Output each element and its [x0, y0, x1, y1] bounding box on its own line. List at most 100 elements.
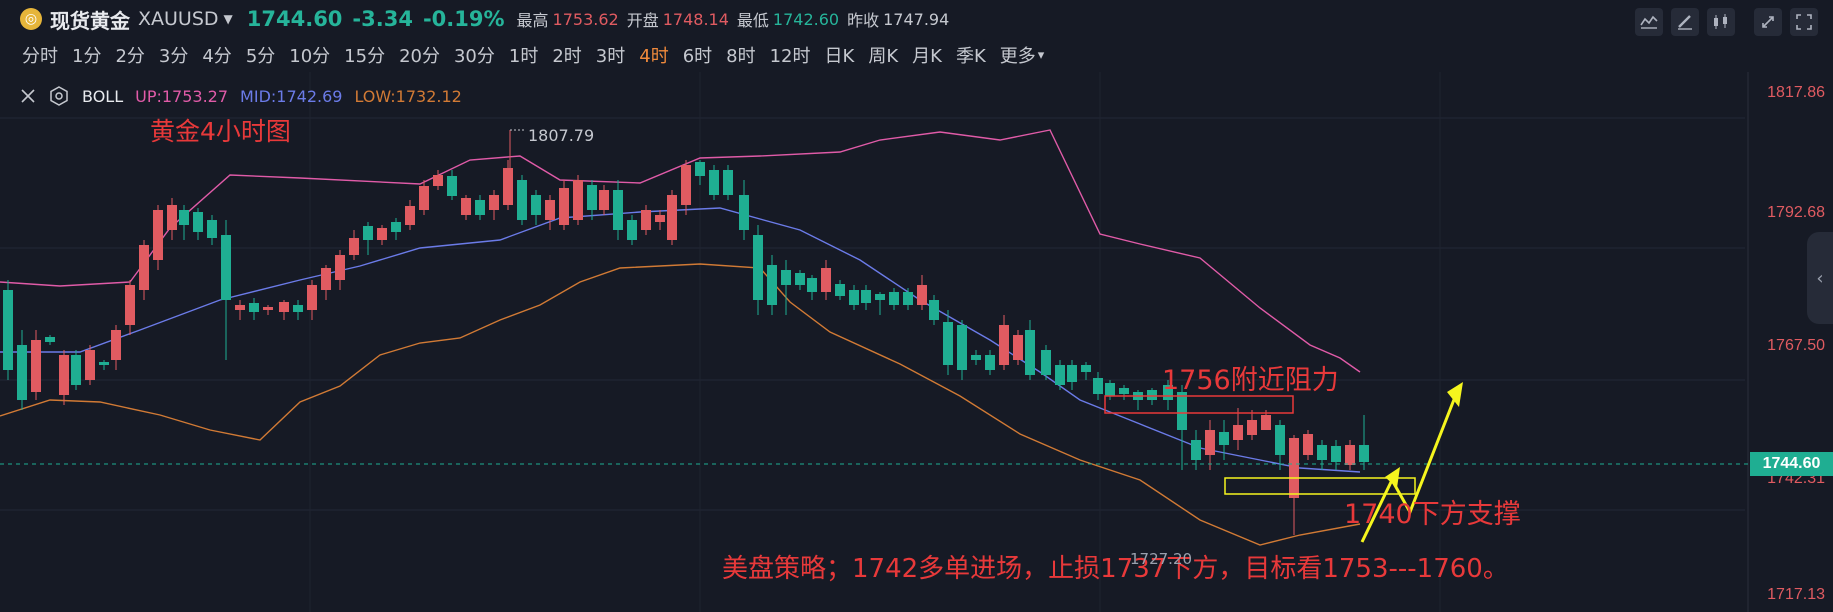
- candle-body: [587, 185, 597, 210]
- candle-body: [739, 195, 749, 230]
- candle-body: [1317, 445, 1327, 460]
- draw-icon[interactable]: [1671, 8, 1699, 36]
- chart-title-annotation: 黄金4小时图: [150, 117, 291, 146]
- candle-body: [433, 175, 443, 186]
- candle-body: [1205, 430, 1215, 455]
- candle-body: [321, 268, 331, 290]
- candle-type-icon[interactable]: [1707, 8, 1735, 36]
- timeframe-20[interactable]: 季K: [955, 46, 986, 67]
- timeframe-10[interactable]: 1时: [508, 46, 539, 67]
- timeframe-1[interactable]: 1分: [72, 46, 102, 67]
- support-box: [1224, 477, 1416, 495]
- high-label: 最高: [516, 11, 549, 30]
- candle-body: [1303, 434, 1313, 455]
- candle-body: [153, 210, 163, 260]
- timeframe-6[interactable]: 10分: [289, 46, 331, 67]
- candle-body: [971, 355, 981, 360]
- y-axis-label: 1817.86: [1767, 84, 1825, 101]
- candle-body: [641, 210, 651, 230]
- candlestick-chart[interactable]: [0, 72, 1833, 612]
- collapse-side-icon[interactable]: ‹: [1807, 232, 1833, 324]
- candle-body: [667, 195, 677, 240]
- candle-body: [1067, 365, 1077, 382]
- candle-body: [999, 325, 1009, 365]
- timeframe-7[interactable]: 15分: [344, 46, 386, 67]
- y-axis-label: 1767.50: [1767, 337, 1825, 354]
- candle-body: [377, 228, 387, 240]
- candle-body: [627, 220, 637, 240]
- timeframe-9[interactable]: 30分: [453, 46, 495, 67]
- resistance-box: [1104, 395, 1294, 414]
- candle-body: [489, 195, 499, 210]
- candle-body: [1055, 365, 1065, 385]
- boll-middle-line: [0, 207, 1361, 473]
- timeframe-8[interactable]: 20分: [399, 46, 440, 67]
- candle-body: [1219, 432, 1229, 445]
- last-price: 1744.60: [246, 7, 343, 31]
- current-price-tag: 1744.60: [1750, 452, 1833, 476]
- chevron-down-icon[interactable]: ▼: [223, 12, 233, 26]
- indicator-icon[interactable]: [1635, 8, 1663, 36]
- timeframe-4[interactable]: 4分: [202, 46, 232, 67]
- timeframe-15[interactable]: 8时: [726, 46, 756, 67]
- timeframe-21[interactable]: 更多: [999, 46, 1036, 67]
- timeframe-2[interactable]: 2分: [115, 46, 145, 67]
- candle-body: [31, 340, 41, 392]
- candle-body: [573, 180, 583, 220]
- candle-body: [475, 200, 485, 215]
- timeframe-19[interactable]: 月K: [912, 46, 942, 67]
- price-change: -3.34: [352, 7, 413, 31]
- y-axis-label: 1717.13: [1767, 586, 1825, 603]
- candle-body: [1261, 415, 1271, 430]
- high-value: 1753.62: [552, 9, 619, 29]
- timeframe-18[interactable]: 周K: [868, 46, 899, 67]
- candle-body: [85, 350, 95, 380]
- prev-close-label: 昨收: [847, 11, 880, 30]
- collapse-icon[interactable]: [1754, 8, 1782, 36]
- settings-hexagon-icon[interactable]: [48, 85, 70, 107]
- timeframe-0[interactable]: 分时: [22, 46, 58, 67]
- boll-upper-line: [0, 129, 1361, 373]
- candle-body: [861, 290, 871, 303]
- candle-body: [835, 284, 845, 296]
- candle-body: [293, 305, 303, 312]
- candle-body: [71, 355, 81, 385]
- candle-body: [545, 200, 555, 220]
- timeframe-14[interactable]: 6时: [682, 46, 713, 67]
- candle-body: [957, 325, 967, 370]
- chart-area[interactable]: [0, 72, 1833, 612]
- candle-body: [179, 210, 189, 225]
- candle-body: [1147, 390, 1157, 400]
- candle-body: [1359, 445, 1369, 462]
- timeframe-13[interactable]: 4时: [639, 46, 669, 67]
- timeframe-5[interactable]: 5分: [245, 46, 276, 67]
- candle-body: [363, 226, 373, 240]
- candle-body: [943, 322, 953, 365]
- candle-body: [1163, 385, 1173, 400]
- chevron-down-icon[interactable]: ▾: [1037, 47, 1045, 63]
- candle-body: [1345, 445, 1355, 465]
- candle-body: [59, 355, 69, 395]
- candle-body: [125, 285, 135, 325]
- symbol-name[interactable]: 现货黄金: [50, 8, 130, 33]
- timeframe-11[interactable]: 2时: [552, 46, 582, 67]
- candle-body: [249, 303, 259, 312]
- fullscreen-icon[interactable]: [1790, 8, 1818, 36]
- candle-body: [559, 188, 569, 225]
- candle-body: [917, 285, 927, 305]
- candle-body: [1233, 425, 1243, 440]
- timeframe-3[interactable]: 3分: [158, 46, 189, 67]
- peak-marker: 1807.79: [528, 126, 595, 145]
- symbol-code[interactable]: XAUUSD: [138, 8, 219, 30]
- candle-body: [263, 307, 273, 310]
- timeframe-17[interactable]: 日K: [824, 46, 855, 67]
- candle-body: [503, 168, 513, 205]
- candle-body: [1093, 378, 1103, 394]
- timeframe-16[interactable]: 12时: [769, 46, 811, 67]
- close-icon[interactable]: [20, 88, 36, 104]
- candle-body: [167, 205, 177, 230]
- timeframe-12[interactable]: 3时: [595, 46, 626, 67]
- boll-mid-value: MID:1742.69: [240, 86, 343, 106]
- candle-body: [1289, 438, 1299, 498]
- candle-body: [599, 190, 609, 210]
